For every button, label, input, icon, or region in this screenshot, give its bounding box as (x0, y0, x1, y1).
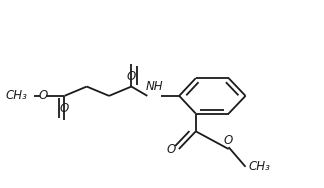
Text: O: O (60, 102, 69, 115)
Text: NH: NH (145, 80, 163, 93)
Text: O: O (127, 70, 136, 83)
Text: O: O (38, 89, 47, 102)
Text: CH₃: CH₃ (6, 89, 28, 102)
Text: CH₃: CH₃ (249, 160, 271, 173)
Text: O: O (167, 143, 176, 155)
Text: O: O (224, 134, 233, 147)
